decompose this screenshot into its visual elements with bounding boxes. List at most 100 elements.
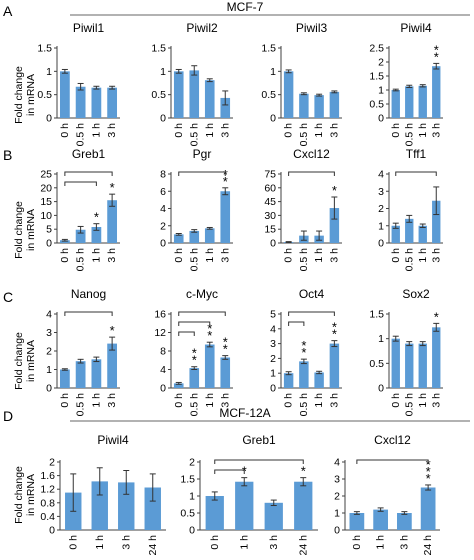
significance-star: *	[434, 42, 439, 57]
chart-panel-d-piwil4: Piwil4 0 0.4 0.81.2 1.62 0 h 1 h 3 h 24 h	[40, 433, 166, 555]
x-tick-label: 0.5 h	[188, 393, 200, 417]
significance-star: *	[426, 464, 431, 479]
y-axis-label-line1: Fold change	[13, 201, 25, 259]
x-tick-label: 3 h	[328, 248, 340, 263]
bar	[391, 338, 400, 388]
x-tick-label: 1 h	[90, 123, 102, 138]
x-tick-label: 1 h	[94, 535, 106, 550]
x-tick-label: 3 h	[430, 123, 442, 138]
y-tick-label: 16	[154, 309, 166, 321]
y-tick-label: 1	[160, 66, 166, 78]
chart-title: Oct4	[299, 287, 325, 301]
significance-star: *	[332, 320, 337, 335]
y-tick-label: 0	[378, 238, 384, 250]
y-tick-label: 1	[189, 491, 195, 503]
x-tick-label: 0 h	[351, 535, 363, 550]
x-tick-label: 0 h	[59, 393, 71, 408]
bar	[189, 230, 200, 243]
x-tick-label: 0 h	[59, 123, 71, 138]
bar	[220, 191, 231, 243]
significance-star: *	[192, 353, 197, 368]
bar	[59, 71, 70, 118]
y-tick-label: 1	[378, 85, 384, 97]
x-tick-label: 3 h	[430, 393, 442, 408]
chart-title: Greb1	[72, 147, 106, 161]
x-tick-label: 0 h	[209, 535, 221, 550]
y-tick-label: 4	[334, 457, 340, 469]
x-tick-label: 0 h	[390, 248, 402, 263]
x-tick-label: 0.5 h	[188, 248, 200, 272]
y-tick-label: 4	[160, 203, 166, 215]
significance-star: *	[301, 345, 306, 360]
significance-star: *	[426, 457, 431, 472]
chart-title: Piwil4	[400, 21, 432, 35]
bar	[329, 208, 340, 243]
y-tick-label: 6	[160, 186, 166, 198]
y-tick-label: 1	[334, 508, 340, 520]
y-tick-label: 5	[46, 224, 52, 236]
chart-title: Sox2	[402, 287, 430, 301]
bar	[118, 482, 135, 530]
y-tick-label: 8	[160, 169, 166, 181]
bar	[204, 80, 215, 118]
bar	[173, 234, 184, 243]
y-tick-label: 0	[334, 525, 340, 537]
y-tick-label: 0.4	[40, 511, 55, 523]
x-tick-label: 1 h	[417, 393, 429, 408]
significance-bracket	[64, 311, 113, 316]
x-tick-label: 0 h	[59, 248, 71, 263]
chart-title: Pgr	[193, 147, 212, 161]
group-title-mcf12a: MCF-12A	[219, 406, 270, 420]
chart-panel-d-cxcl12: Cxcl12 0 1 2 3 4 0 h 1 h 3 h *** 24 h	[334, 433, 440, 555]
bar	[220, 97, 231, 118]
significance-bracket	[178, 311, 226, 316]
x-tick-label: 0.5 h	[298, 248, 310, 272]
bar	[420, 487, 436, 530]
significance-bracket	[288, 311, 335, 316]
bar	[418, 343, 427, 388]
y-tick-label: 1	[270, 66, 276, 78]
x-tick-label: 3 h	[398, 535, 410, 550]
significance-star: *	[223, 342, 228, 357]
x-tick-label: 3 h	[219, 123, 231, 138]
y-axis-label-d: Fold changein mRNA	[13, 466, 37, 524]
bar	[329, 91, 340, 118]
significance-star: *	[434, 309, 439, 324]
y-tick-label: 0	[270, 238, 276, 250]
bar	[75, 86, 86, 118]
x-tick-label: 3 h	[120, 535, 132, 550]
significance-star: *	[192, 346, 197, 361]
x-tick-label: 0.5 h	[75, 393, 87, 417]
bar	[373, 509, 388, 530]
y-tick-label: 0	[160, 113, 166, 125]
chart-title: Tff1	[406, 147, 427, 161]
y-tick-label: 0.5	[261, 89, 276, 101]
y-tick-label: 4	[46, 309, 52, 321]
y-tick-label: 15	[40, 196, 52, 208]
x-tick-label: 3 h	[219, 248, 231, 263]
chart-title: Piwil4	[97, 433, 129, 447]
row-letter-b: B	[3, 147, 12, 163]
x-tick-label: 1 h	[417, 123, 429, 138]
x-tick-label: 0 h	[173, 393, 185, 408]
bar	[91, 226, 102, 243]
bar	[107, 343, 118, 388]
y-axis-label-line2: in mRNA	[25, 474, 37, 516]
y-axis-label-b: Fold changein mRNA	[13, 201, 37, 259]
y-tick-label: 4	[270, 323, 276, 335]
chart-title: Cxcl12	[293, 147, 330, 161]
x-tick-label: 1 h	[375, 535, 387, 550]
bar	[107, 200, 118, 243]
bar	[432, 327, 441, 388]
significance-star: *	[426, 471, 431, 486]
significance-bracket	[356, 459, 429, 464]
y-tick-label: 3	[378, 186, 384, 198]
x-tick-label: 24 h	[422, 535, 434, 556]
y-tick-label: 1.5	[369, 309, 384, 321]
x-tick-label: 0.5 h	[75, 123, 87, 147]
y-tick-label: 1.2	[40, 484, 55, 496]
x-tick-label: 3 h	[106, 248, 118, 263]
x-tick-label: 3 h	[430, 248, 442, 263]
x-tick-label: 1 h	[204, 123, 216, 138]
